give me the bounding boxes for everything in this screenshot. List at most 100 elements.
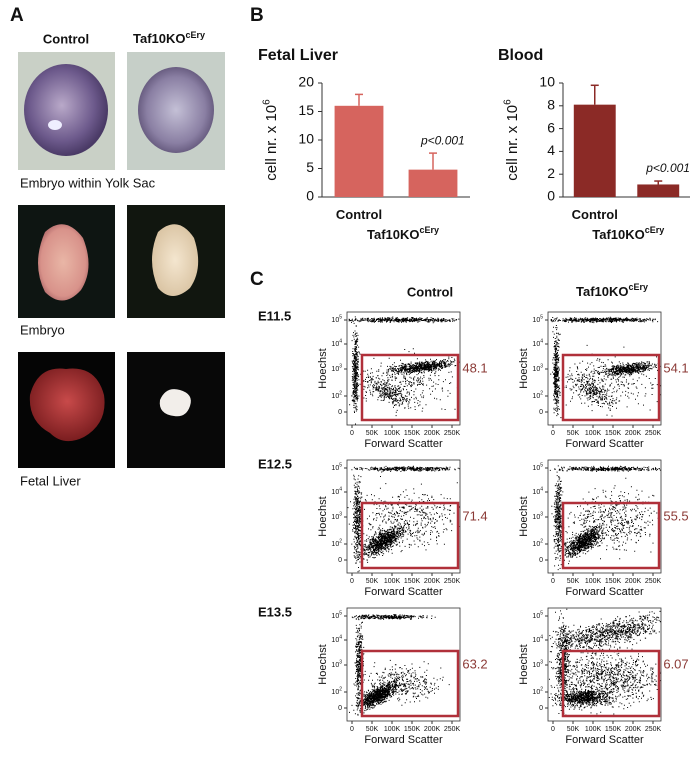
row-label: E12.5 [258,456,292,471]
y-tick-label-text: 10 [331,366,339,373]
x-tick-label: 50K [567,430,580,437]
x-axis-label: Forward Scatter [364,734,443,746]
gate-value: 71.4 [462,508,487,523]
x-tick-label: Control [336,207,382,222]
header-text: Taf10KO [133,31,186,46]
y-tick-label: 103 [532,660,543,669]
x-tick-label: 250K [444,578,461,585]
y-tick-label-text: 0 [539,557,543,564]
y-tick-label-text: 10 [532,393,540,400]
x-tick-label: 250K [444,430,461,437]
y-tick-label-text: 0 [539,705,543,712]
x-axis-label: Forward Scatter [565,586,644,598]
y-tick-label-text: 10 [532,514,540,521]
y-tick-label: 0 [539,557,543,564]
y-tick-label-superscript: 5 [339,463,342,469]
gate-value: 55.5 [663,508,688,523]
column-header-text: Taf10KO [576,284,629,299]
x-tick-label: 150K [605,726,622,733]
y-tick-label: 4 [547,142,555,158]
chart-title: Fetal Liver [258,47,338,64]
y-tick-label: 103 [331,364,342,373]
y-tick-label-superscript: 2 [540,687,543,693]
x-axis-label: Forward Scatter [364,586,443,598]
photo [18,352,115,468]
y-tick-label-superscript: 2 [339,539,342,545]
caption: Embryo within Yolk Sac [20,175,156,190]
x-axis-label: Forward Scatter [364,438,443,450]
bar [637,184,680,197]
y-tick-label: 103 [532,364,543,373]
y-tick-label: 102 [331,687,342,696]
y-tick-label: 0 [547,188,555,204]
gate [360,649,460,718]
panel-label: A [10,5,24,26]
y-tick-label: 104 [532,487,543,496]
photo [127,352,225,468]
x-tick-label: 200K [625,578,642,585]
y-tick-label-text: 10 [532,689,540,696]
gate-value: 48.1 [462,360,487,375]
y-tick-label-superscript: 5 [540,463,543,469]
x-tick-label: 150K [605,578,622,585]
x-tick-label: 200K [625,726,642,733]
y-tick-label: 105 [331,611,342,620]
x-tick-label: 50K [567,726,580,733]
column-header: Control [407,284,453,299]
x-tick-label: Control [572,207,618,222]
y-tick-label-text: 10 [532,366,540,373]
x-tick-label-text: Control [336,207,382,222]
y-axis-label: cell nr. x 106 [502,99,521,181]
y-tick-label-text: 10 [331,341,339,348]
x-axis-label: Forward Scatter [565,734,644,746]
x-tick-label: 150K [404,578,421,585]
event-cloud [550,316,661,419]
gate [561,353,661,422]
plot-frame [346,459,461,574]
x-tick-label: 50K [366,430,379,437]
y-tick-label-superscript: 5 [540,611,543,617]
y-axis-label-superscript: 6 [502,99,513,105]
x-tick-label-text: Control [572,207,618,222]
x-tick-label: 100K [585,578,602,585]
y-tick-label: 102 [331,391,342,400]
gate-value: 6.07 [663,656,688,671]
x-tick-label: 0 [551,578,555,585]
event-cloud [548,608,661,717]
x-tick-label: 0 [350,578,354,585]
x-tick-label: 250K [645,578,662,585]
y-tick-label: 5 [306,159,314,175]
y-tick-label: 102 [331,539,342,548]
event-cloud [347,465,460,573]
gate [360,353,460,422]
y-tick-label-text: 10 [532,613,540,620]
x-tick-label: 200K [424,726,441,733]
event-cloud [349,614,450,716]
x-tick-label: 50K [366,578,379,585]
y-tick-label-superscript: 3 [339,512,342,518]
y-axis-label-superscript: 6 [261,99,272,105]
x-tick-label: 0 [551,430,555,437]
x-tick-label: 100K [585,726,602,733]
x-tick-label-superscript: cEry [645,225,665,235]
y-tick-label-text: 10 [532,317,540,324]
panel-label: C [250,269,264,290]
y-axis-label: Hoechst [518,644,530,684]
x-tick-label: 250K [645,430,662,437]
y-axis-label-text: cell nr. x 10 [263,105,280,181]
y-tick-label-superscript: 5 [540,315,543,321]
x-tick-label-text: Taf10KO [592,227,645,242]
y-tick-label-text: 10 [331,689,339,696]
photo [18,205,115,318]
y-tick-label: 2 [547,165,555,181]
y-tick-label: 102 [532,391,543,400]
y-axis-label: Hoechst [317,496,329,536]
photo [127,52,225,170]
y-tick-label-superscript: 2 [540,539,543,545]
event-cloud [348,316,460,425]
y-tick-label-superscript: 3 [540,512,543,518]
y-tick-label: 102 [532,687,543,696]
photo [127,205,225,318]
y-tick-label: 104 [331,339,342,348]
